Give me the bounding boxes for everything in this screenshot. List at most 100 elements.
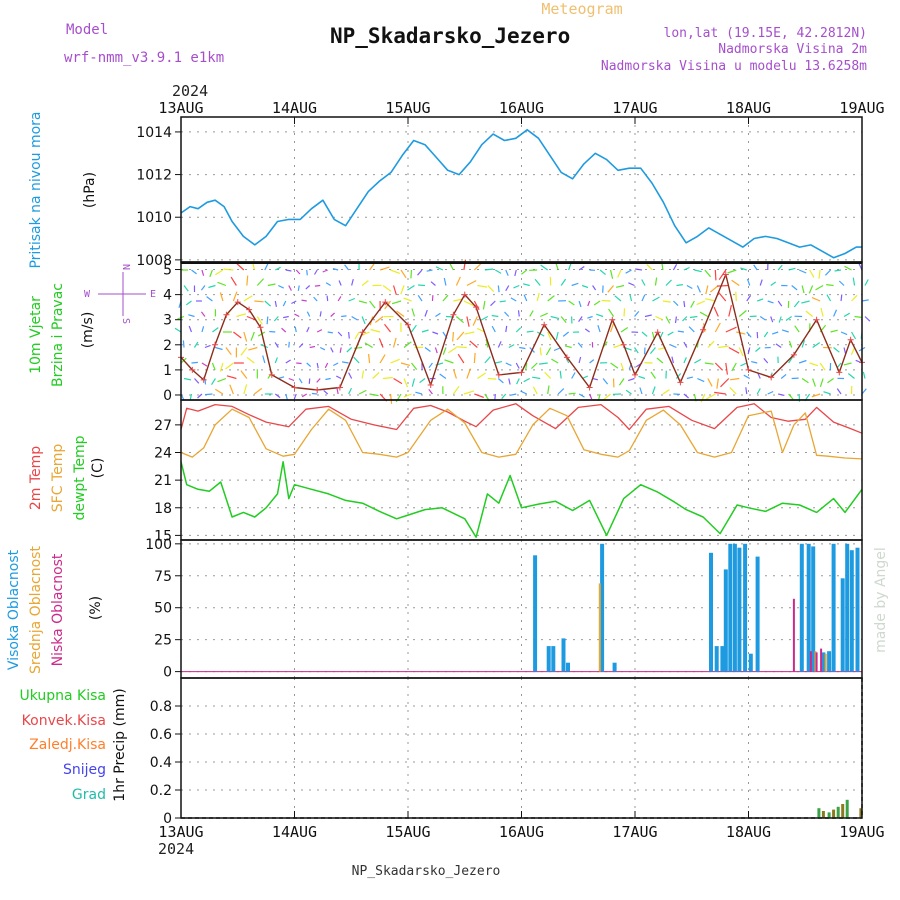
precip-bar <box>859 808 863 818</box>
wind-arrow <box>690 300 695 308</box>
wind-arrow <box>209 269 213 278</box>
wind-arrow <box>589 393 593 400</box>
wind-speed-point <box>450 311 457 318</box>
wind-arrow <box>515 327 522 333</box>
wind-arrow <box>740 362 747 367</box>
wind-arrow <box>525 362 528 370</box>
wind-arrow <box>204 378 207 385</box>
wind-arrow <box>683 266 690 271</box>
cloud-high-bar <box>827 651 832 672</box>
wind-arrow <box>309 345 316 349</box>
wind-arrow <box>775 343 782 348</box>
wind-speed-point <box>405 321 411 328</box>
wind-arrow <box>662 389 670 395</box>
wind-arrow <box>435 266 444 271</box>
wind-arrow <box>641 279 646 286</box>
wind-arrow <box>418 284 426 287</box>
wind-arrow <box>182 340 185 348</box>
cloud-high-bar <box>840 578 845 672</box>
wind-arrow <box>852 277 856 286</box>
x-tick-label-bottom: 14AUG <box>272 823 317 841</box>
wind-arrow <box>379 354 386 364</box>
wind-arrow <box>836 388 842 395</box>
wind-arrow <box>421 329 429 333</box>
cloud-low-bar <box>809 651 812 672</box>
wind-arrow <box>759 279 763 286</box>
wind-arrow <box>314 284 321 287</box>
wind-arrow <box>534 278 541 286</box>
wind-arrow <box>214 388 224 395</box>
wind-arrow <box>851 294 858 302</box>
wind-arrow <box>670 344 677 349</box>
wind-arrow <box>474 393 485 398</box>
wind-arrow <box>696 285 701 293</box>
wind-arrow <box>469 340 478 348</box>
wind-arrow <box>811 393 821 398</box>
wind-arrow <box>686 376 694 380</box>
wind-arrow <box>568 392 576 395</box>
wind-arrow <box>683 300 686 308</box>
wind-arrow <box>635 268 643 271</box>
wind-arrow <box>788 393 794 400</box>
wind-arrow <box>615 284 625 288</box>
wind-arrow <box>274 342 279 348</box>
wind-arrow <box>485 339 489 348</box>
wind-arrow <box>495 269 502 274</box>
wind-speed-point <box>790 351 797 358</box>
wind-arrow <box>738 347 744 357</box>
wind-arrow <box>482 300 486 310</box>
wind-arrow <box>212 327 219 333</box>
wind-arrow <box>354 346 363 349</box>
y-tick-label: 15 <box>154 528 172 544</box>
wind-arrow <box>763 331 769 338</box>
cloud-low-bar <box>815 652 818 672</box>
wind-arrow <box>288 341 290 348</box>
wind-arrow <box>675 373 682 379</box>
y-tick-label: 1 <box>163 363 172 379</box>
wind-arrow <box>743 374 751 380</box>
wind-arrow <box>843 312 851 318</box>
wind-arrow <box>185 300 192 306</box>
cloud-axis-unit: (%) <box>88 596 104 620</box>
wind-speed-point <box>336 384 343 391</box>
wind-speed-point <box>189 366 196 373</box>
wind-arrow <box>341 315 347 318</box>
wind-arrow <box>778 393 785 396</box>
wind-arrow <box>834 269 842 272</box>
wind-arrow <box>204 344 211 349</box>
wind-arrow <box>358 300 368 304</box>
wind-arrow <box>254 300 264 303</box>
wind-arrow <box>520 390 527 395</box>
wind-arrow <box>707 378 713 387</box>
wind-arrow <box>223 268 234 271</box>
wind-arrow <box>607 285 615 293</box>
wind-arrow <box>862 371 866 379</box>
wind-arrow <box>510 297 517 302</box>
wind-arrow <box>463 259 467 271</box>
precip-bar <box>821 811 825 818</box>
wind-arrow <box>348 387 353 395</box>
wind-arrow <box>646 263 653 271</box>
wind-arrow <box>559 370 562 379</box>
wind-arrow <box>778 316 782 323</box>
cloud-high-bar <box>723 569 728 672</box>
y-tick-label: 25 <box>154 633 172 649</box>
wind-arrow <box>820 307 824 317</box>
wind-arrow <box>614 295 622 302</box>
wind-arrow <box>539 362 548 365</box>
precip-bar <box>817 808 821 818</box>
wind-arrow <box>306 269 308 276</box>
y-tick-label: 3 <box>163 313 172 329</box>
wind-arrow <box>354 331 360 340</box>
wind-arrow <box>411 324 417 333</box>
compass-e-icon: E <box>150 289 156 300</box>
wind-arrow <box>833 347 840 353</box>
wind-arrow <box>442 294 449 302</box>
wind-arrow <box>514 269 517 277</box>
wind-arrow <box>491 314 499 318</box>
wind-speed-point <box>291 384 298 391</box>
wind-arrow <box>641 331 648 337</box>
wind-arrow <box>736 331 746 335</box>
wind-arrow <box>278 284 284 289</box>
wind-arrow <box>539 347 542 356</box>
